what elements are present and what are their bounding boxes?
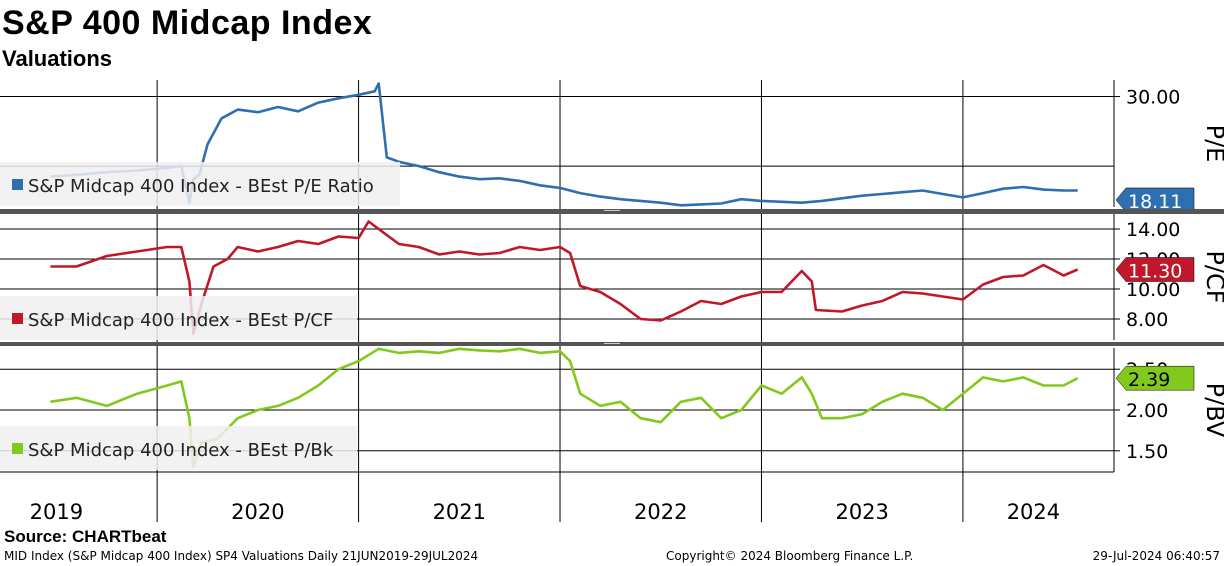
x-tick-label: 2024 [1007,500,1060,524]
legend-pb: S&P Midcap 400 Index - BEst P/Bk [0,426,357,470]
legend-label: S&P Midcap 400 Index - BEst P/CF [28,310,333,331]
y-tick-label: 30.00 [1126,87,1180,109]
y-tick-label: 2.00 [1126,400,1168,422]
x-tick-label: 2023 [835,500,888,524]
series-line-pcf [50,220,1079,336]
x-tick-label: 2020 [231,500,284,524]
footer-description: MID Index (S&P Midcap 400 Index) SP4 Val… [4,549,479,563]
legend-pcf: S&P Midcap 400 Index - BEst P/CF [0,296,357,340]
footer-timestamp: 29-Jul-2024 06:40:57 [1092,549,1220,563]
legend-box [0,426,357,470]
axis-title-pb: P/BV [1201,383,1224,438]
legend-swatch [12,179,23,190]
x-tick-label: 2022 [634,500,687,524]
last-value-tag-pb: 2.39 [1115,365,1195,391]
y-tick-label: 8.00 [1126,309,1168,331]
legend-label: S&P Midcap 400 Index - BEst P/E Ratio [28,176,374,197]
value-tag-label: 2.39 [1128,369,1170,391]
separator-handle [604,343,620,344]
separator-handle [604,210,620,211]
source-note: Source: CHARTbeat [4,527,167,546]
y-tick-label: 10.00 [1126,279,1180,301]
value-tag-shape [1115,365,1195,391]
x-tick-label: 2019 [30,500,83,524]
y-tick-label: 14.00 [1126,219,1180,241]
footer-copyright: Copyright© 2024 Bloomberg Finance L.P. [666,549,914,563]
value-tag-label: 18.11 [1128,191,1182,213]
legend-box [0,162,400,206]
value-tag-shape [1115,257,1195,282]
legend-swatch [12,313,23,324]
y-tick-label: 1.50 [1126,441,1168,463]
legend-label: S&P Midcap 400 Index - BEst P/Bk [28,440,334,461]
legend-box [0,296,357,340]
panel-separator [0,209,1224,214]
axis-title-pcf: P/CF [1201,250,1224,303]
value-tag-label: 11.30 [1128,261,1182,283]
page-title: S&P 400 Midcap Index [2,4,373,42]
x-tick-label: 2021 [433,500,486,524]
series-line-pe [50,82,1078,207]
legend-swatch [12,443,23,454]
page-subtitle: Valuations [2,46,113,71]
legend-pe: S&P Midcap 400 Index - BEst P/E Ratio [0,162,400,206]
last-value-tag-pcf: 11.30 [1115,257,1195,283]
axis-title-pe: P/E [1201,125,1224,163]
